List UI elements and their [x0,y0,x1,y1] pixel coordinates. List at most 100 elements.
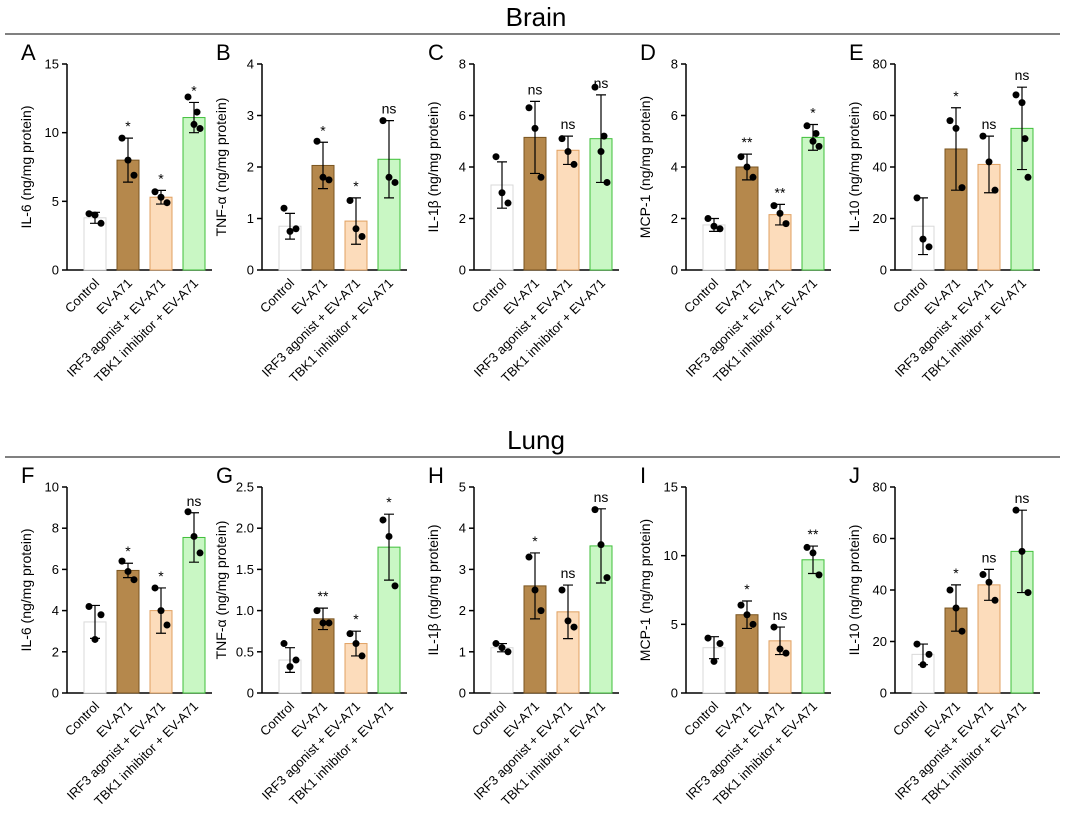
significance-label: ** [775,184,786,200]
significance-label: * [158,568,164,584]
data-point [1024,173,1032,181]
significance-label: ns [1015,490,1030,506]
data-point [97,219,105,227]
data-point [325,176,333,184]
data-point [1018,99,1026,107]
data-point [985,578,993,586]
y-axis-label: IL-1β (ng/mg protein) [425,102,441,233]
data-point [749,620,757,628]
panel-letter: J [849,463,860,488]
data-point [196,125,204,133]
data-point [597,148,605,156]
data-point [379,117,387,125]
significance-label: * [353,178,359,194]
data-point [130,171,138,179]
data-point [600,132,608,140]
data-point [782,220,790,228]
y-tick-label: 10 [664,548,678,563]
y-tick-label: 0 [52,263,59,278]
data-point [184,508,192,516]
data-point [157,193,165,201]
data-point [498,644,506,652]
data-point [358,233,366,241]
data-point [770,202,778,210]
data-point [492,640,500,648]
data-point [352,640,360,648]
y-tick-label: 8 [671,57,678,72]
data-point [570,160,578,168]
significance-label: * [953,88,959,104]
error-bar [497,161,507,209]
data-point [504,648,512,656]
data-point [85,602,93,610]
data-point [498,189,506,197]
y-tick-label: 3 [247,108,254,123]
y-tick-label: 0 [247,686,254,701]
y-tick-label: 60 [873,108,887,123]
y-tick-label: 0 [459,263,466,278]
data-point [292,656,300,664]
panel-letter: B [216,40,231,65]
bar [149,196,173,271]
significance-label: ns [528,81,543,97]
data-point [815,571,823,579]
data-point [124,156,132,164]
significance-label: * [320,122,326,138]
error-bar [351,197,361,245]
data-point [925,243,933,251]
data-point [124,567,132,575]
data-point [564,617,572,625]
panel-letter: H [428,463,444,488]
y-tick-label: 5 [52,194,59,209]
data-point [737,601,745,609]
data-point [946,117,954,125]
y-tick-label: 6 [52,562,59,577]
y-axis-label: TNF-α (ng/mg protein) [213,98,229,237]
data-point [130,576,138,584]
data-point [812,130,820,138]
y-tick-label: 5 [671,617,678,632]
data-point [803,122,811,130]
data-point [770,623,778,631]
y-tick-label: 8 [459,57,466,72]
data-point [704,215,712,222]
data-point [184,93,192,101]
data-point [385,173,393,181]
y-tick-label: 4 [671,160,678,175]
y-tick-label: 20 [873,211,887,226]
data-point [958,184,966,192]
data-point [952,604,960,612]
data-point [319,173,327,181]
y-tick-label: 10 [45,480,59,495]
data-point [710,222,718,230]
y-axis-label: MCP-1 (ng/mg protein) [637,96,653,238]
significance-label: * [158,170,164,186]
significance-label: ** [742,134,753,150]
data-point [163,621,171,629]
data-point [925,650,933,658]
y-tick-label: 8 [52,521,59,536]
data-point [85,210,93,218]
y-tick-label: 0 [880,263,887,278]
significance-label: * [125,118,131,134]
data-point [913,194,921,202]
data-point [1024,589,1032,597]
data-point [385,532,393,540]
y-tick-label: 1.0 [236,603,254,618]
y-tick-label: 40 [873,160,887,175]
data-point [193,108,201,116]
data-point [991,596,999,604]
data-point [782,649,790,657]
y-tick-label: 1.5 [236,562,254,577]
data-point [525,104,533,112]
data-point [346,630,354,638]
bar [801,559,825,694]
data-point [391,178,399,186]
data-point [118,557,126,565]
data-point [286,663,294,671]
significance-label: * [353,611,359,627]
y-tick-label: 0 [459,686,466,701]
data-point [603,178,611,186]
data-point [346,196,354,204]
